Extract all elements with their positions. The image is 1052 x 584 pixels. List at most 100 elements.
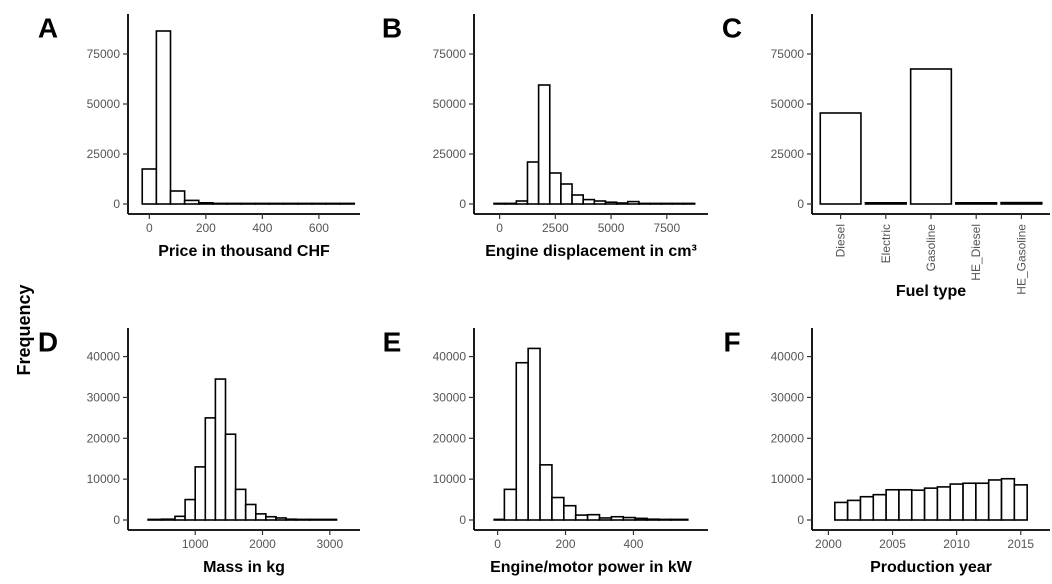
shared-y-axis-title: Frequency (14, 284, 34, 375)
histogram-bar (598, 517, 613, 521)
histogram-bar (240, 202, 257, 205)
histogram-bar (194, 466, 207, 521)
histogram-bar (593, 200, 607, 205)
panel-d: D 0 10000 20000 30000 40000 1000 2000 3000 Mass i… (38, 326, 360, 576)
y-tick-label: 40000 (771, 350, 805, 364)
x-axis-title: Engine/motor power in kW (490, 559, 693, 576)
panel-b: B 0 25000 50000 75000 0 2500 5000 7500 Engine dis… (382, 12, 708, 260)
histogram-bar (539, 464, 553, 521)
histogram-bar (548, 172, 562, 205)
histogram-bar (885, 488, 900, 521)
x-tick-label: 0 (146, 221, 153, 235)
histogram-bar (563, 504, 577, 521)
panel-letter: D (38, 326, 58, 357)
x-tick-label: 3000 (316, 537, 343, 551)
y-tick-label: 75000 (771, 47, 805, 61)
histogram-bar (265, 515, 277, 521)
histogram-bar (295, 518, 311, 521)
x-tick-label: 2005 (879, 537, 906, 551)
histogram-bar (646, 518, 660, 521)
histogram-bar (634, 517, 648, 521)
histogram-bar (275, 517, 287, 521)
histogram-bar (682, 202, 696, 205)
x-tick-label: 2500 (542, 221, 569, 235)
x-tick-label: 2000 (815, 537, 842, 551)
x-tick-label: 2000 (249, 537, 276, 551)
histogram-bar (649, 202, 663, 205)
histogram-bar (638, 202, 651, 205)
histogram-bar (174, 515, 186, 521)
x-axis-title: Mass in kg (203, 559, 285, 576)
histogram-bar (1000, 477, 1016, 521)
x-category-label: HE_Gasoline (1014, 224, 1028, 295)
fuel-bar (864, 202, 907, 205)
x-category-label: Diesel (834, 224, 848, 257)
y-tick-label: 20000 (433, 431, 467, 445)
x-tick-label: 200 (196, 221, 216, 235)
histogram-bar (604, 201, 618, 205)
fuel-bar (955, 202, 998, 205)
histogram-bar (526, 161, 540, 205)
histogram-bar (493, 518, 506, 521)
histogram-bar (169, 190, 186, 205)
histogram-bar (571, 194, 584, 205)
y-tick-label: 0 (797, 513, 804, 527)
x-category-label: Electric (879, 224, 893, 263)
panel-e: E 0 10000 20000 30000 40000 0 200 400 Engine/moto… (383, 326, 708, 576)
histogram-bar (923, 487, 939, 521)
histogram-bar (325, 202, 341, 205)
y-tick-label: 20000 (771, 431, 805, 445)
y-tick-label: 10000 (87, 472, 121, 486)
histogram-bar (184, 498, 197, 521)
histogram-bar (670, 518, 689, 521)
x-tick-label: 600 (309, 221, 329, 235)
histogram-bar (254, 513, 267, 521)
histogram-bar (285, 518, 297, 521)
x-tick-label: 2015 (1007, 537, 1034, 551)
x-axis-title: Production year (870, 559, 992, 576)
histogram-bar (582, 198, 596, 205)
fuel-bar (819, 112, 862, 205)
histogram-bar (515, 361, 529, 521)
histogram-bar (311, 202, 327, 205)
panel-letter: C (722, 12, 742, 43)
histogram-bar (197, 202, 214, 205)
x-tick-label: 0 (496, 221, 503, 235)
panel-letter: F (723, 326, 740, 357)
histogram-bar (254, 202, 271, 205)
histogram-bar (155, 30, 172, 205)
histogram-bar (515, 200, 529, 205)
histogram-bar (949, 483, 964, 521)
y-tick-label: 30000 (771, 390, 805, 404)
histogram-bar (244, 503, 257, 521)
histogram-bar (147, 518, 163, 521)
histogram-bar (910, 489, 926, 521)
histogram-bar (658, 518, 672, 521)
histogram-bar (141, 168, 158, 205)
histogram-bar (859, 495, 875, 521)
histogram-bar (504, 202, 518, 205)
x-category-label: Gasoline (924, 224, 938, 272)
panel-letter: A (38, 12, 58, 43)
histogram-bar (962, 482, 977, 521)
y-tick-label: 0 (797, 197, 804, 211)
histogram-bar (660, 202, 674, 205)
histogram-bar (551, 496, 565, 521)
y-tick-label: 25000 (771, 147, 805, 161)
y-tick-label: 30000 (433, 390, 467, 404)
panel-a: A 0 25000 50000 75000 0 200 400 600 Price in thou… (38, 12, 360, 260)
panel-f: F 0 10000 20000 30000 40000 2000 2005 2010 2015 Pr… (723, 326, 1050, 576)
y-tick-label: 25000 (433, 147, 467, 161)
x-tick-label: 400 (252, 221, 272, 235)
histogram-bar (574, 514, 589, 521)
histogram-bar (160, 518, 176, 521)
histogram-bar (846, 499, 862, 521)
histogram-bar (898, 488, 913, 521)
histogram-bar (212, 202, 228, 205)
histogram-bar (503, 488, 518, 521)
y-tick-label: 0 (113, 197, 120, 211)
x-axis-title: Fuel type (896, 283, 966, 300)
histogram-bar (224, 433, 237, 521)
histogram-bar (183, 199, 200, 205)
